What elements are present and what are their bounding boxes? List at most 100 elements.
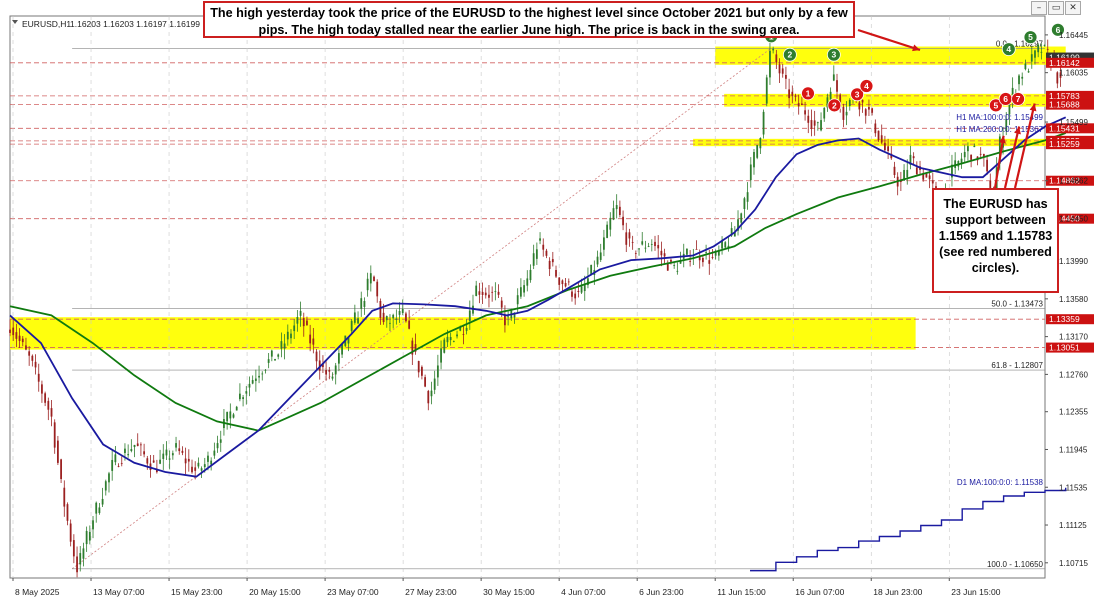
candle-body: [721, 241, 723, 249]
candle-body: [69, 523, 72, 542]
swing-circle-number: 3: [855, 89, 860, 99]
candle-body: [612, 208, 615, 220]
candle-body: [360, 298, 363, 309]
y-tick-label: 1.13170: [1059, 333, 1088, 342]
candle-body: [963, 151, 966, 158]
candle-body: [143, 451, 146, 455]
candle-body: [705, 252, 707, 254]
candle-body: [1011, 87, 1014, 99]
candle-body: [159, 459, 161, 464]
support-arrow-head: [998, 135, 1006, 144]
fib-level-label: 50.0 - 1.13473: [991, 300, 1043, 309]
candle-body: [816, 122, 819, 124]
candle-body: [363, 301, 366, 307]
candle-body: [836, 80, 838, 92]
candle-body: [625, 232, 628, 245]
candle-body: [567, 281, 570, 283]
candle-body: [213, 450, 216, 456]
candle-body: [676, 270, 679, 272]
swing-circle-marker: [859, 79, 874, 93]
candle-body: [695, 248, 698, 250]
candle-body: [264, 369, 267, 371]
swing-circle-number: 5: [1028, 32, 1033, 42]
x-tick-label: 23 May 07:00: [327, 587, 379, 597]
y-tick-label: 1.14450: [1059, 215, 1088, 224]
candle-body: [861, 99, 864, 103]
restore-button[interactable]: ▭: [1048, 1, 1064, 15]
candle-body: [334, 365, 337, 375]
candle-body: [960, 158, 963, 164]
candle-body: [9, 329, 11, 333]
price-tag-bg: [1046, 213, 1094, 224]
y-tick-label: 1.15499: [1059, 118, 1088, 127]
price-tag-bg: [1046, 57, 1094, 68]
ma-label: H1 MA:200:0:0: 1.15367: [956, 125, 1043, 134]
candle-body: [1021, 76, 1024, 79]
candle-body: [848, 99, 851, 106]
candle-body: [759, 137, 762, 149]
candle-body: [1037, 44, 1040, 53]
candle-body: [698, 256, 701, 261]
candle-body: [341, 343, 343, 355]
candle-body: [12, 327, 15, 336]
x-tick-label: 8 May 2025: [15, 587, 60, 597]
candle-body: [1008, 101, 1011, 115]
swing-circle-marker: [1023, 30, 1038, 45]
candle-body: [628, 232, 631, 239]
swing-circle-marker: [1011, 92, 1025, 106]
candle-body: [558, 277, 561, 285]
candle-body: [884, 142, 886, 151]
candle-body: [647, 246, 650, 247]
minimize-button[interactable]: –: [1031, 1, 1047, 15]
candle-body: [274, 358, 276, 361]
candle-body: [302, 318, 305, 327]
candle-body: [523, 285, 525, 293]
candle-body: [168, 458, 171, 460]
candle-body: [864, 109, 867, 116]
candle-body: [727, 245, 730, 248]
candle-body: [379, 300, 382, 318]
candle-body: [1040, 51, 1043, 53]
candle-body: [162, 453, 165, 459]
candle-body: [724, 242, 727, 248]
candle-body: [299, 310, 302, 316]
swing-circle-marker: [850, 87, 865, 102]
swing-circle-number: 1: [806, 88, 811, 98]
candle-body: [31, 355, 34, 361]
candle-body: [800, 103, 803, 106]
symbol-title: EURUSD,H1: [22, 19, 71, 29]
candle-body: [56, 440, 59, 463]
candle-body: [1030, 54, 1033, 62]
candle-body: [152, 460, 155, 463]
candle-body: [979, 153, 982, 155]
candle-body: [254, 378, 257, 381]
price-tag: 1.14450: [1049, 214, 1080, 224]
swing-circle-green: 3: [826, 47, 841, 62]
x-tick-label: 15 May 23:00: [171, 587, 223, 597]
candle-body: [807, 115, 810, 123]
candle-body: [737, 219, 739, 231]
x-tick-label: 18 Jun 23:00: [873, 587, 922, 597]
support-arrow: [1013, 103, 1036, 189]
swing-circle-red: 7: [1011, 92, 1025, 106]
swing-circle-number: 7: [1016, 94, 1021, 104]
candle-body: [1046, 48, 1049, 50]
candle-body: [251, 380, 254, 384]
candle-body: [283, 343, 286, 349]
swing-circle-marker: [801, 86, 815, 101]
ma-label: D1 MA:100:0:0: 1.11538: [957, 478, 1044, 487]
close-button[interactable]: ✕: [1065, 1, 1081, 15]
candle-body: [781, 68, 784, 74]
candle-body: [1027, 71, 1030, 73]
candle-body: [136, 443, 139, 447]
candle-body: [478, 291, 481, 295]
candle-body: [931, 180, 934, 184]
candle-body: [887, 146, 889, 152]
candle-body: [832, 74, 835, 81]
candle-body: [542, 244, 545, 250]
candle-body: [76, 556, 78, 573]
candle-body: [475, 285, 478, 296]
candle-body: [411, 340, 414, 355]
candle-body: [433, 378, 436, 390]
